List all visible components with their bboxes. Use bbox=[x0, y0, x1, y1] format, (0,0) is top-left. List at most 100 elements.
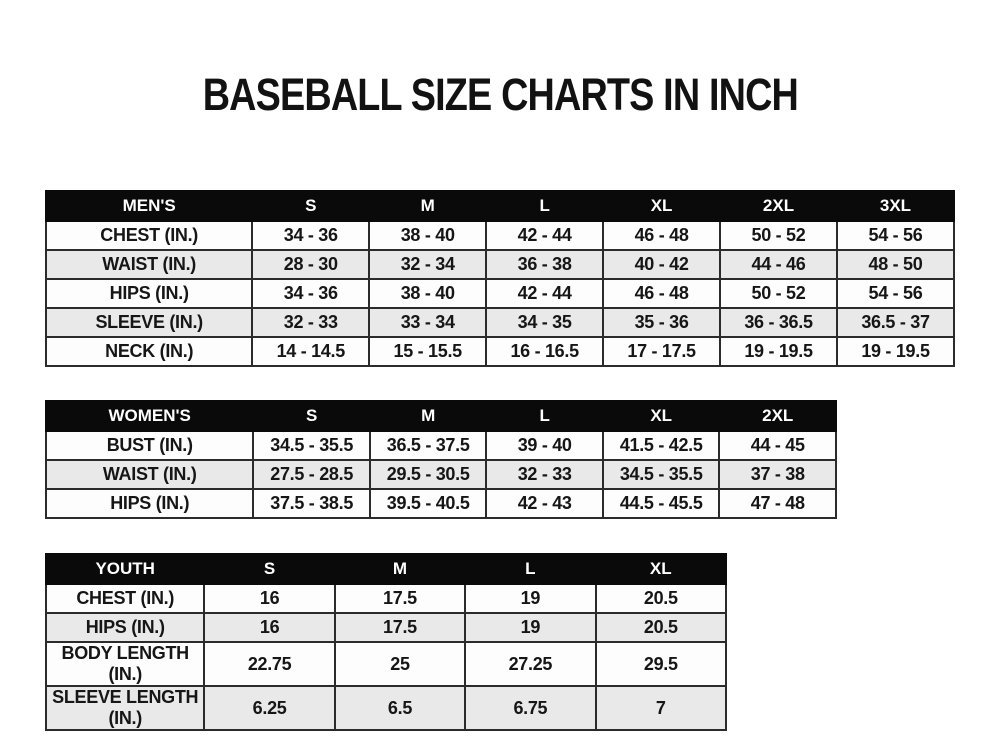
size-value-cell: 32 - 34 bbox=[368, 249, 488, 280]
size-value-cell: 27.25 bbox=[464, 641, 597, 687]
row-label-cell: WAIST (IN.) bbox=[44, 249, 254, 280]
row-label-cell: WAIST (IN.) bbox=[44, 459, 255, 490]
size-value-cell: 35 - 36 bbox=[602, 307, 722, 338]
size-value-cell: 38 - 40 bbox=[368, 278, 488, 309]
size-value-cell: 37.5 - 38.5 bbox=[252, 488, 371, 519]
size-value-cell: 38 - 40 bbox=[368, 220, 488, 251]
size-value-cell: 36 - 38 bbox=[485, 249, 605, 280]
mens-header-s: S bbox=[251, 190, 371, 222]
size-value-cell: 36 - 36.5 bbox=[719, 307, 838, 338]
size-value-cell: 33 - 34 bbox=[368, 307, 488, 338]
size-value-cell: 19 - 19.5 bbox=[719, 336, 838, 367]
mens-table-row: NECK (IN.) 14 - 14.5 15 - 15.5 16 - 16.5 17 … bbox=[44, 336, 956, 367]
size-value-cell: 16 bbox=[203, 583, 336, 614]
womens-header-row: WOMEN'S S M L XL 2XL bbox=[44, 400, 837, 432]
womens-header-s: S bbox=[252, 400, 371, 432]
size-value-cell: 34.5 - 35.5 bbox=[252, 430, 371, 461]
size-value-cell: 14 - 14.5 bbox=[251, 336, 371, 367]
size-value-cell: 32 - 33 bbox=[485, 459, 604, 490]
size-value-cell: 7 bbox=[594, 685, 728, 731]
size-value-cell: 48 - 50 bbox=[835, 249, 956, 280]
size-value-cell: 41.5 - 42.5 bbox=[601, 430, 721, 461]
row-label-cell: CHEST (IN.) bbox=[44, 583, 206, 614]
youth-table-row: CHEST (IN.) 16 17.5 19 20.5 bbox=[44, 583, 728, 614]
youth-size-table: YOUTH S M L XL CHEST (IN.) 16 17.5 19 20.5 HIPS (… bbox=[44, 553, 728, 731]
mens-header-xl: XL bbox=[602, 190, 722, 222]
size-value-cell: 27.5 - 28.5 bbox=[252, 459, 371, 490]
youth-table-row: HIPS (IN.) 16 17.5 19 20.5 bbox=[44, 612, 728, 643]
youth-table-row: SLEEVE LENGTH (IN.) 6.25 6.5 6.75 7 bbox=[44, 685, 728, 731]
size-value-cell: 36.5 - 37 bbox=[835, 307, 956, 338]
row-label-cell: CHEST (IN.) bbox=[44, 220, 254, 251]
size-value-cell: 50 - 52 bbox=[719, 278, 838, 309]
size-value-cell: 47 - 48 bbox=[718, 488, 837, 519]
size-value-cell: 6.75 bbox=[464, 685, 597, 731]
size-value-cell: 34 - 36 bbox=[251, 220, 371, 251]
womens-header-2xl: 2XL bbox=[718, 400, 837, 432]
size-value-cell: 16 - 16.5 bbox=[485, 336, 605, 367]
size-value-cell: 39.5 - 40.5 bbox=[368, 488, 488, 519]
mens-header-row: MEN'S S M L XL 2XL 3XL bbox=[44, 190, 956, 222]
row-label-cell: HIPS (IN.) bbox=[44, 488, 255, 519]
size-value-cell: 32 - 33 bbox=[251, 307, 371, 338]
size-value-cell: 34.5 - 35.5 bbox=[601, 459, 721, 490]
size-value-cell: 19 bbox=[464, 583, 597, 614]
row-label-cell: HIPS (IN.) bbox=[44, 612, 206, 643]
size-value-cell: 50 - 52 bbox=[719, 220, 838, 251]
size-value-cell: 34 - 35 bbox=[485, 307, 605, 338]
row-label-cell: SLEEVE (IN.) bbox=[44, 307, 254, 338]
youth-header-row: YOUTH S M L XL bbox=[44, 553, 728, 585]
size-value-cell: 54 - 56 bbox=[835, 220, 956, 251]
size-value-cell: 44 - 46 bbox=[719, 249, 838, 280]
womens-table-row: BUST (IN.) 34.5 - 35.5 36.5 - 37.5 39 - 40 4… bbox=[44, 430, 837, 461]
youth-header-xl: XL bbox=[594, 553, 728, 585]
size-value-cell: 19 - 19.5 bbox=[835, 336, 956, 367]
row-label-cell: BUST (IN.) bbox=[44, 430, 255, 461]
size-value-cell: 17 - 17.5 bbox=[602, 336, 722, 367]
mens-table-row: HIPS (IN.) 34 - 36 38 - 40 42 - 44 46 - 48 50… bbox=[44, 278, 956, 309]
row-label-cell: NECK (IN.) bbox=[44, 336, 254, 367]
size-value-cell: 6.5 bbox=[333, 685, 467, 731]
size-value-cell: 20.5 bbox=[594, 612, 728, 643]
size-value-cell: 22.75 bbox=[203, 641, 336, 687]
size-value-cell: 15 - 15.5 bbox=[368, 336, 488, 367]
youth-header-l: L bbox=[464, 553, 597, 585]
mens-header-3xl: 3XL bbox=[835, 190, 956, 222]
youth-table-row: BODY LENGTH (IN.) 22.75 25 27.25 29.5 bbox=[44, 641, 728, 687]
size-value-cell: 46 - 48 bbox=[602, 220, 722, 251]
size-value-cell: 34 - 36 bbox=[251, 278, 371, 309]
size-value-cell: 46 - 48 bbox=[602, 278, 722, 309]
youth-header-s: S bbox=[203, 553, 336, 585]
youth-header-m: M bbox=[333, 553, 467, 585]
mens-table-row: WAIST (IN.) 28 - 30 32 - 34 36 - 38 40 - 42 4… bbox=[44, 249, 956, 280]
womens-header-xl: XL bbox=[601, 400, 721, 432]
size-value-cell: 6.25 bbox=[203, 685, 336, 731]
size-value-cell: 19 bbox=[464, 612, 597, 643]
row-label-cell: BODY LENGTH (IN.) bbox=[44, 641, 206, 687]
womens-table-row: WAIST (IN.) 27.5 - 28.5 29.5 - 30.5 32 - 33… bbox=[44, 459, 837, 490]
mens-table-row: CHEST (IN.) 34 - 36 38 - 40 42 - 44 46 - 48 5… bbox=[44, 220, 956, 251]
size-value-cell: 37 - 38 bbox=[718, 459, 837, 490]
mens-size-table: MEN'S S M L XL 2XL 3XL CHEST (IN.) 34 - 36 38 - … bbox=[44, 190, 956, 367]
size-value-cell: 44.5 - 45.5 bbox=[601, 488, 721, 519]
mens-header-m: M bbox=[368, 190, 488, 222]
size-value-cell: 39 - 40 bbox=[485, 430, 604, 461]
womens-header-label: WOMEN'S bbox=[44, 400, 255, 432]
mens-header-2xl: 2XL bbox=[719, 190, 838, 222]
mens-table-row: SLEEVE (IN.) 32 - 33 33 - 34 34 - 35 35 - 36… bbox=[44, 307, 956, 338]
size-value-cell: 54 - 56 bbox=[835, 278, 956, 309]
mens-header-label: MEN'S bbox=[44, 190, 254, 222]
size-value-cell: 17.5 bbox=[333, 612, 467, 643]
size-value-cell: 29.5 - 30.5 bbox=[368, 459, 488, 490]
size-value-cell: 36.5 - 37.5 bbox=[368, 430, 488, 461]
size-value-cell: 17.5 bbox=[333, 583, 467, 614]
size-value-cell: 29.5 bbox=[594, 641, 728, 687]
youth-header-label: YOUTH bbox=[44, 553, 206, 585]
size-value-cell: 16 bbox=[203, 612, 336, 643]
row-label-cell: SLEEVE LENGTH (IN.) bbox=[44, 685, 206, 731]
size-value-cell: 44 - 45 bbox=[718, 430, 837, 461]
womens-size-table: WOMEN'S S M L XL 2XL BUST (IN.) 34.5 - 35.5 36.… bbox=[44, 400, 837, 519]
page-title: BASEBALL SIZE CHARTS IN INCH bbox=[0, 72, 1000, 117]
mens-header-l: L bbox=[485, 190, 605, 222]
